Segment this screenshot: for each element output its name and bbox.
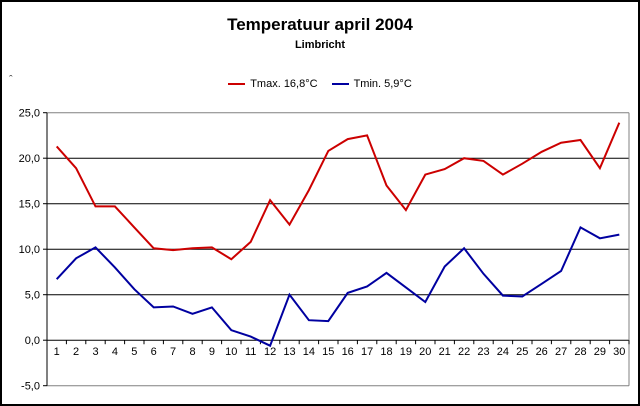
xtick-label-8: 8 <box>189 346 195 358</box>
xtick-label-24: 24 <box>497 346 509 358</box>
xtick-label-6: 6 <box>151 346 157 358</box>
legend-item-tmax: Tmax. 16,8°C <box>228 78 318 90</box>
xtick-label-23: 23 <box>477 346 489 358</box>
xtick-label-2: 2 <box>73 346 79 358</box>
xtick-label-28: 28 <box>574 346 586 358</box>
ytick-label-5,0: 5,0 <box>25 290 40 302</box>
xtick-label-18: 18 <box>380 346 392 358</box>
ytick-label-15,0: 15,0 <box>19 199 40 211</box>
tmin-line-swatch-icon <box>331 83 349 85</box>
series-line-tmin <box>55 225 620 348</box>
axis-caret: ˆ <box>9 74 13 86</box>
chart-subtitle: Limbricht <box>294 39 346 51</box>
xtick-label-10: 10 <box>225 346 237 358</box>
series-line-tmax <box>55 122 621 261</box>
xtick-label-16: 16 <box>342 346 354 358</box>
xtick-label-1: 1 <box>54 346 60 358</box>
xtick-label-4: 4 <box>112 346 118 358</box>
xtick-label-14: 14 <box>303 346 315 358</box>
xtick-label-17: 17 <box>361 346 373 358</box>
tmax-line-swatch-icon <box>228 83 246 85</box>
xtick-label-29: 29 <box>594 346 606 358</box>
xtick-label-15: 15 <box>322 346 334 358</box>
xtick-label-13: 13 <box>283 346 295 358</box>
ytick-label-0,0: 0,0 <box>25 335 40 347</box>
xtick-label-7: 7 <box>170 346 176 358</box>
ytick-label-10,0: 10,0 <box>19 244 40 256</box>
legend-label-tmax: Tmax. 16,8°C <box>250 78 318 90</box>
ytick-label--5,0: -5,0 <box>21 381 40 393</box>
xtick-label-21: 21 <box>439 346 451 358</box>
xtick-label-9: 9 <box>209 346 215 358</box>
xtick-label-26: 26 <box>536 346 548 358</box>
legend: Tmax. 16,8°C Tmin. 5,9°C <box>2 78 638 90</box>
xtick-label-5: 5 <box>131 346 137 358</box>
ytick-label-25,0: 25,0 <box>19 108 40 120</box>
xtick-label-12: 12 <box>264 346 276 358</box>
xtick-label-25: 25 <box>516 346 528 358</box>
chart-title: Temperatuur april 2004 <box>227 15 413 34</box>
xtick-label-3: 3 <box>92 346 98 358</box>
xtick-label-27: 27 <box>555 346 567 358</box>
xtick-label-20: 20 <box>419 346 431 358</box>
xtick-label-30: 30 <box>613 346 625 358</box>
xtick-label-22: 22 <box>458 346 470 358</box>
xtick-label-11: 11 <box>245 346 256 358</box>
legend-label-tmin: Tmin. 5,9°C <box>353 78 412 90</box>
legend-item-tmin: Tmin. 5,9°C <box>331 78 412 90</box>
ytick-label-20,0: 20,0 <box>19 153 40 165</box>
xtick-label-19: 19 <box>400 346 412 358</box>
